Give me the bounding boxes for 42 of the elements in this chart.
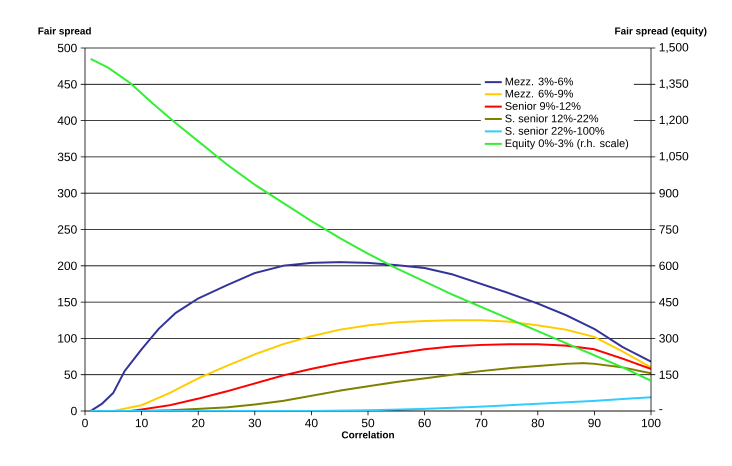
y-tick-label: 0 xyxy=(71,406,77,416)
legend-label: S. senior 22%-100% xyxy=(505,126,604,135)
x-tick-label: 90 xyxy=(588,418,601,428)
legend-label: Equity 0%-3% (r.h. scale) xyxy=(506,139,628,150)
x-tick-label: 10 xyxy=(136,418,148,428)
y-tick-label: 300 xyxy=(58,188,77,198)
y2-tick-label: 1,500 xyxy=(660,43,688,53)
y2-tick-label: 900 xyxy=(659,188,678,198)
y-tick-label: 350 xyxy=(58,152,77,162)
y2-tick-label: 1,050 xyxy=(660,152,688,162)
y-tick-label: 100 xyxy=(58,334,77,343)
y-tick-label: 250 xyxy=(58,225,77,234)
y2-tick-label: 1,350 xyxy=(660,79,688,90)
legend-label: Mezz. 3%-6% xyxy=(506,78,573,86)
legend-label: Senior 9%-12% xyxy=(505,102,581,110)
y-tick-label: 400 xyxy=(58,116,77,125)
x-tick-label: 100 xyxy=(642,418,661,428)
y2-tick-label: 1,200 xyxy=(660,116,688,126)
x-tick-label: 80 xyxy=(532,418,544,428)
y2-tick-label: 750 xyxy=(659,225,678,234)
x-axis-title: Correlation xyxy=(342,431,394,438)
y-tick-label: 450 xyxy=(58,80,77,89)
x-tick-label: 50 xyxy=(362,418,374,428)
legend-label: S. senior 12%-22% xyxy=(505,114,598,122)
x-tick-label: 0 xyxy=(82,418,88,428)
y2-tick-label: - xyxy=(659,409,662,410)
x-tick-label: 70 xyxy=(475,418,488,428)
y2-tick-label: 600 xyxy=(659,262,678,270)
x-tick-label: 40 xyxy=(305,418,318,428)
y2-tick-label: 150 xyxy=(660,370,678,379)
x-tick-label: 30 xyxy=(248,418,261,428)
y-tick-label: 150 xyxy=(58,298,77,306)
y-tick-label: 500 xyxy=(58,44,77,52)
y2-tick-label: 450 xyxy=(659,298,678,306)
legend-label: Mezz. 6%-9% xyxy=(506,90,573,98)
y2-tick-label: 300 xyxy=(659,334,678,343)
y2-axis-title: Fair spread (equity) xyxy=(615,27,706,36)
y-tick-label: 200 xyxy=(58,262,77,270)
y-axis-title: Fair spread xyxy=(38,27,91,36)
x-tick-label: 60 xyxy=(418,418,431,428)
x-tick-label: 20 xyxy=(192,418,204,428)
y-tick-label: 50 xyxy=(64,370,77,379)
